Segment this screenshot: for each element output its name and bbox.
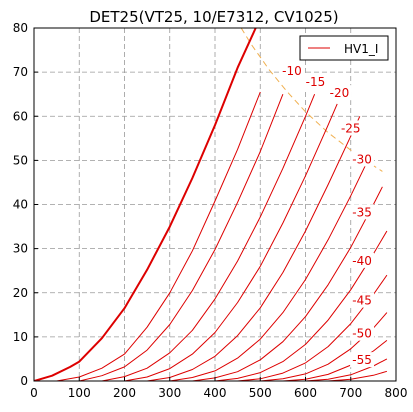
- x-tick-label: 100: [68, 386, 91, 400]
- curve-label-bg: [350, 325, 375, 341]
- curve-label: -20: [330, 86, 350, 100]
- x-tick-label: 300: [158, 386, 181, 400]
- series-line-grid-30: [169, 157, 370, 381]
- series-line-grid-0: [34, 28, 257, 381]
- curve-label-bg: [350, 292, 375, 308]
- curve-label: -35: [352, 205, 372, 219]
- series-line-grid-50: [260, 312, 388, 381]
- curve-label: -10: [282, 64, 302, 78]
- series-line-grid-10: [79, 94, 284, 381]
- x-tick-label: 500: [249, 386, 272, 400]
- y-tick-label: 50: [13, 153, 28, 167]
- curve-label: -25: [341, 121, 361, 135]
- y-tick-label: 40: [13, 198, 28, 212]
- series-line-grid-65: [328, 370, 388, 381]
- series-line-grid-25: [147, 116, 361, 381]
- x-tick-label: 800: [385, 386, 408, 400]
- y-tick-label: 30: [13, 242, 28, 256]
- curve-label-bg: [350, 352, 375, 368]
- y-tick-label: 0: [20, 374, 28, 388]
- curve-label-bg: [303, 74, 328, 90]
- curve-label-bg: [279, 63, 304, 79]
- x-tick-label: 600: [294, 386, 317, 400]
- curve-label: -50: [352, 327, 372, 341]
- curve-label-bg: [327, 85, 352, 101]
- series-line-grid-60: [305, 358, 388, 381]
- curve-label: -40: [352, 254, 372, 268]
- curve-label: -45: [352, 294, 372, 308]
- x-tick-label: 0: [30, 386, 38, 400]
- x-tick-label: 700: [339, 386, 362, 400]
- curve-label: -55: [352, 353, 372, 367]
- curve-label-bg: [338, 120, 363, 136]
- grid-layer: [34, 28, 396, 381]
- y-tick-label: 20: [13, 286, 28, 300]
- curve-label-bg: [350, 151, 375, 167]
- curve-label: -30: [352, 152, 372, 166]
- curve-label: -15: [306, 75, 326, 89]
- y-tick-label: 10: [13, 330, 28, 344]
- curve-labels-layer: -10 -15 -20 -25 -30 -35 -40 -45 -50 -55: [279, 63, 375, 368]
- series-line-grid-5: [56, 91, 261, 381]
- ticks-layer: 0 100 200 300 400 500 600 700 800 0 10 20 30 40 50 60 70…: [13, 21, 408, 400]
- y-tick-label: 60: [13, 109, 28, 123]
- curve-label-bg: [350, 252, 375, 268]
- x-tick-label: 400: [204, 386, 227, 400]
- y-tick-label: 80: [13, 21, 28, 35]
- series-line-grid-20: [124, 103, 338, 381]
- series-line-grid-55: [282, 340, 388, 381]
- curve-label-bg: [350, 204, 375, 220]
- series-line-grid-15: [101, 94, 316, 381]
- legend-label-hv1-i: HV1_I: [344, 42, 378, 56]
- series-line-grid-35: [192, 186, 383, 381]
- x-tick-label: 200: [113, 386, 136, 400]
- curves-layer: [34, 28, 388, 381]
- legend: HV1_I: [299, 35, 389, 61]
- y-tick-label: 70: [13, 65, 28, 79]
- chart-title: DET25(VT25, 10/E7312, CV1025): [89, 8, 338, 26]
